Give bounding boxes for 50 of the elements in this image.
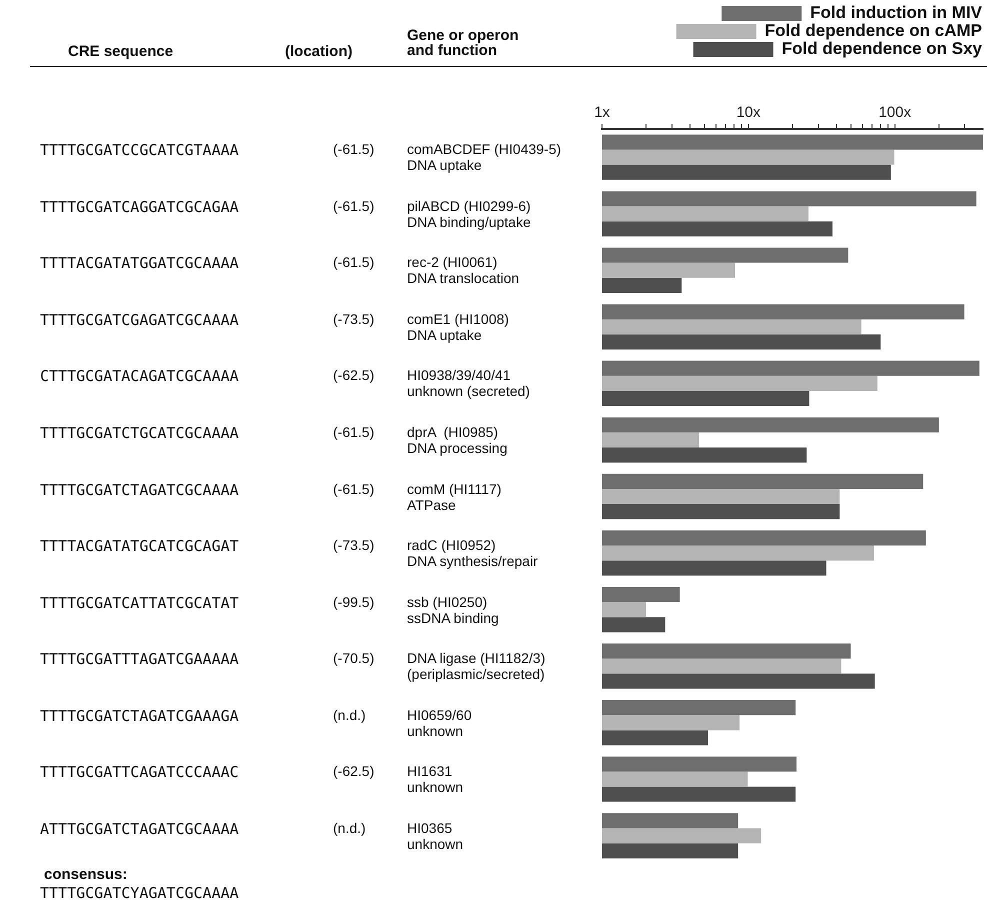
text: CTTTGCGATACAGATCGCAAAA — [40, 367, 239, 386]
text: TTTTACGATATGCATCGCAGAT — [40, 537, 239, 556]
text: (n.d.) — [333, 820, 366, 836]
legend-label: Fold induction in MIV — [810, 3, 983, 22]
text: TTTTGCGATCAGGATCGCAGAA — [40, 198, 239, 216]
text: TTTTGCGATTCAGATCCCAAAC — [40, 763, 239, 782]
y-tick-label: HI0365 unknown — [407, 820, 464, 852]
y-tick-label: ssb (HI0250) ssDNA binding — [407, 594, 499, 626]
x-tick-label: 100x — [878, 104, 912, 122]
y-tick-label: comE1 (HI1008) DNA uptake — [407, 310, 509, 343]
text: (-99.5) — [333, 594, 374, 610]
text: TTTTACGATATGGATCGCAAAA — [40, 254, 239, 272]
text: TTTTGCGATTTAGATCGAAAAA — [40, 650, 239, 668]
y-tick-label: DNA ligase (HI1182/3) (periplasmic/secreted) — [407, 650, 546, 682]
text: (-73.5) — [333, 310, 374, 327]
text: TTTTGCGATCTAGATCGAAAGA — [40, 706, 239, 725]
text: TTTTGCGATCGAGATCGCAAAA — [40, 310, 239, 329]
text: TTTTGCGATCATTATCGCATAT — [40, 594, 239, 612]
y-tick-label: HI0659/60 unknown — [407, 706, 472, 739]
y-tick-label: comM (HI1117) ATPase — [407, 480, 502, 512]
text: (-62.5) — [333, 367, 374, 384]
text: (-61.5) — [333, 141, 374, 158]
text: (-70.5) — [333, 650, 374, 666]
legend-label: Fold dependence on cAMP — [764, 21, 982, 40]
text: TTTTGCGATCCGCATCGTAAAA — [40, 141, 239, 160]
text: TTTTGCGATCTAGATCGCAAAA — [40, 480, 239, 498]
text: Gene or operon and function — [407, 27, 519, 59]
y-tick-label: HI1631 unknown — [407, 763, 464, 796]
text: consensus: — [44, 866, 128, 883]
text: (-61.5) — [333, 198, 374, 214]
text: TTTTGCGATCTGCATCGCAAAA — [40, 424, 239, 442]
y-tick-label: dprA (HI0985) DNA processing — [407, 424, 508, 456]
text: (-61.5) — [333, 480, 374, 496]
legend-label: Fold dependence on Sxy — [782, 39, 983, 58]
x-tick-label: 10x — [736, 104, 762, 122]
text: TTTTGCGATCYAGATCGCAAAA — [40, 884, 239, 902]
text: (n.d.) — [333, 706, 366, 723]
text: (-62.5) — [333, 763, 374, 780]
text: (-73.5) — [333, 537, 374, 554]
y-tick-label: HI0938/39/40/41 unknown (secreted) — [407, 367, 530, 400]
y-tick-label: radC (HI0952) DNA synthesis/repair — [407, 537, 538, 570]
text: (location) — [285, 43, 352, 60]
y-tick-label: pilABCD (HI0299-6) DNA binding/uptake — [407, 198, 531, 230]
y-tick-label: comABCDEF (HI0439-5) DNA uptake — [407, 141, 562, 174]
x-tick-label: 1x — [594, 104, 610, 122]
y-tick-label: rec-2 (HI0061) DNA translocation — [407, 254, 520, 286]
text: (-61.5) — [333, 424, 374, 440]
text: ATTTGCGATCTAGATCGCAAAA — [40, 820, 239, 838]
text: CRE sequence — [68, 43, 174, 60]
text: (-61.5) — [333, 254, 374, 270]
